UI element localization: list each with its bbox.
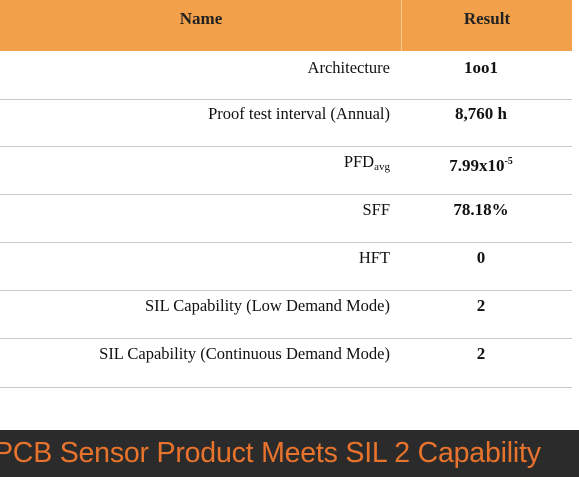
row-name: Proof test interval (Annual) [208,104,390,123]
pfd-exponent: -5 [504,156,513,167]
row-name: SIL Capability (Continuous Demand Mode) [99,344,390,363]
row-result: 8,760 h [455,104,507,123]
row-name: HFT [358,248,390,267]
row-result: 78.18% [453,200,509,219]
row-divider [0,387,572,388]
banner-text: PCB Sensor Product Meets SIL 2 Capabilit… [0,437,541,469]
row-result: 2 [476,296,486,315]
row-name: Architecture [307,58,390,77]
row-name: SIL Capability (Low Demand Mode) [144,296,390,315]
row-divider [0,194,572,195]
pfd-subscript: avg [374,161,390,173]
table-row: SFF 78.18% [0,196,579,244]
table-row: HFT 0 [0,244,579,292]
header-result: Result [463,9,511,28]
table-row: SIL Capability (Low Demand Mode) 2 [0,292,579,340]
row-result: 0 [476,248,486,267]
row-name: SFF [362,200,390,219]
row-divider [0,338,572,339]
row-result: 7.99x10-5 [402,148,560,176]
row-divider [0,146,572,147]
table-header: Name Result [0,0,572,51]
pfd-value: 7.99x10 [449,156,505,175]
conclusion-banner: PCB Sensor Product Meets SIL 2 Capabilit… [0,430,579,477]
header-divider [401,0,402,51]
row-result: 1oo1 [464,58,498,77]
row-divider [0,242,572,243]
header-name: Name [179,9,223,28]
row-name: PFDavg [344,148,390,176]
pfd-label: PFD [343,152,375,171]
table-row: PFDavg 7.99x10-5 [0,148,579,196]
row-divider [0,99,572,100]
table-row: SIL Capability (Continuous Demand Mode) … [0,340,579,388]
row-divider [0,290,572,291]
table-row: Architecture 1oo1 [0,54,579,102]
row-result: 2 [476,344,486,363]
table-row: Proof test interval (Annual) 8,760 h [0,100,579,148]
